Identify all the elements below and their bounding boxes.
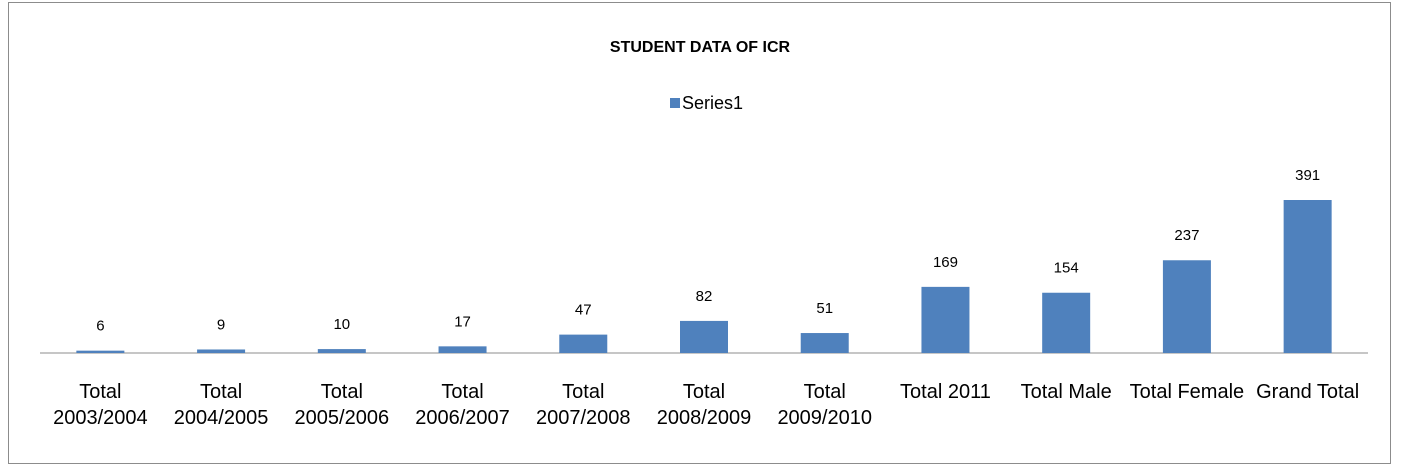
bar	[559, 334, 608, 353]
x-tick-label: Total 2005/2006	[294, 381, 390, 429]
data-label: 17	[454, 313, 471, 330]
chart-title: STUDENT DATA OF ICR	[610, 39, 791, 56]
x-tick-label: Grand Total	[1256, 381, 1360, 403]
x-tick-label: Total Male	[1020, 381, 1112, 403]
legend-label: Series1	[682, 93, 743, 113]
x-tick-label: Total 2004/2005	[173, 381, 269, 429]
bar	[1042, 292, 1091, 353]
data-label: 6	[96, 318, 104, 335]
bar	[1283, 200, 1332, 353]
x-tick-label: Total 2011	[900, 381, 991, 403]
data-label: 154	[1054, 260, 1079, 277]
data-label: 51	[816, 300, 833, 317]
bar	[921, 286, 970, 353]
x-tick-label: Total 2008/2009	[656, 381, 752, 429]
bar	[197, 349, 246, 353]
x-tick-label: Total 2007/2008	[535, 381, 631, 429]
data-label: 169	[933, 254, 958, 271]
legend-swatch	[670, 98, 680, 108]
bar	[1162, 260, 1211, 353]
data-label: 47	[575, 302, 592, 319]
x-tick-label: Total Female	[1129, 381, 1245, 403]
data-label: 391	[1295, 167, 1320, 184]
bar	[800, 333, 849, 353]
x-tick-label: Total 2006/2007	[415, 381, 510, 429]
x-tick-label: Total 2009/2010	[777, 381, 872, 429]
data-label: 10	[333, 316, 350, 333]
data-label: 237	[1174, 227, 1199, 244]
bar	[680, 320, 728, 353]
data-label: 82	[696, 288, 713, 305]
data-label: 9	[217, 316, 225, 333]
bar	[317, 349, 366, 353]
x-tick-label: Total 2003/2004	[53, 381, 148, 429]
bar	[438, 346, 487, 353]
chart-frame	[8, 2, 1391, 464]
bar	[76, 350, 125, 353]
